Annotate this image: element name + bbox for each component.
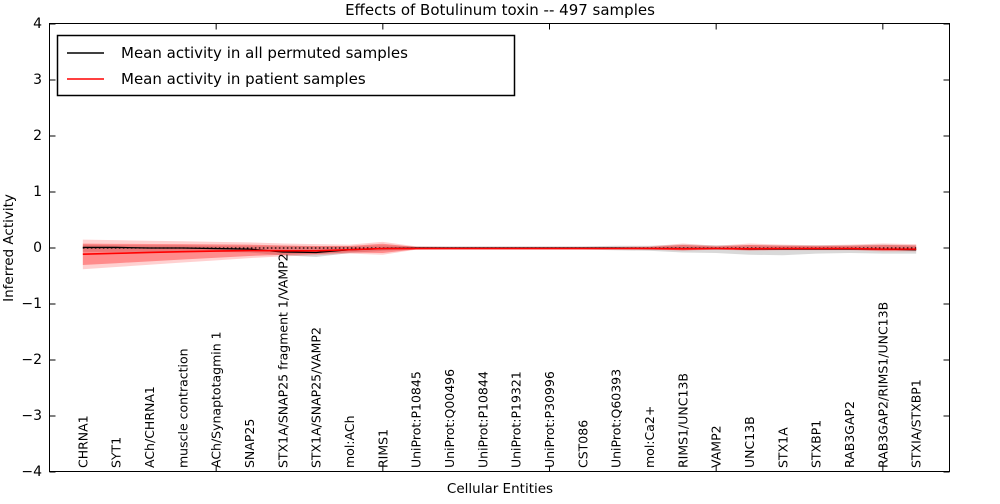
x-tick-label: STX1A/SNAP25 fragment 1/VAMP2 (275, 253, 290, 468)
y-tick-label: 4 (33, 16, 42, 32)
x-tick-labels: CHRNA1 SYT1 ACh/CHRNA1 muscle contraction AC… (75, 253, 923, 468)
x-tick-label: CST086 (575, 420, 590, 468)
y-tick-label: −2 (21, 352, 42, 368)
x-tick-label: ACh/CHRNA1 (142, 386, 157, 468)
x-tick-label: UniProt:Q60393 (609, 369, 624, 468)
series-lines (82, 246, 917, 255)
x-tick-label: CHRNA1 (75, 415, 90, 468)
x-tick-label: UniProt:P19321 (509, 371, 524, 468)
x-tick-label: RAB3GAP2 (842, 401, 857, 468)
x-axis-label: Cellular Entities (447, 481, 553, 497)
x-tick-label: RAB3GAP2/RIMS1/UNC13B (875, 302, 890, 468)
legend: Mean activity in all permuted samples Me… (56, 34, 516, 97)
plot-border (49, 23, 950, 472)
x-tick-label: STX1A/SNAP25/VAMP2 (309, 327, 324, 468)
x-tick-label: SNAP25 (242, 419, 257, 468)
x-tick-label: SYT1 (109, 437, 124, 468)
x-tick-label: STXIA/STXBP1 (909, 379, 924, 468)
y-tick-label: 0 (33, 240, 42, 256)
chart-title: Effects of Botulinum toxin -- 497 sample… (345, 1, 655, 19)
x-tick-label: UniProt:P10845 (409, 371, 424, 468)
y-axis-label: Inferred Activity (1, 194, 17, 302)
x-tick-label: UNC13B (742, 416, 757, 468)
legend-label-patient: Mean activity in patient samples (121, 70, 366, 88)
legend-box (56, 34, 516, 97)
x-tick-label: STX1A (775, 427, 790, 468)
patient-confidence-band-outer (82, 239, 917, 270)
x-tick-label: mol:Ca2+ (642, 406, 657, 468)
x-tick-label: muscle contraction (175, 348, 190, 468)
x-tick-label: VAMP2 (709, 425, 724, 468)
legend-label-permuted: Mean activity in all permuted samples (121, 44, 408, 62)
y-tick-label: 1 (33, 184, 42, 200)
y-tick-labels: 4 3 2 1 0 −1 −2 −3 −4 (21, 16, 42, 480)
x-tick-label: mol:ACh (342, 416, 357, 469)
x-tick-label: RIMS1 (375, 429, 390, 468)
confidence-bands (82, 239, 917, 270)
y-tick-label: 3 (33, 72, 42, 88)
y-tick-label: −3 (21, 408, 42, 424)
x-tick-label: ACh/Synaptotagmin 1 (209, 331, 224, 468)
x-tick-label: RIMS1/UNC13B (675, 373, 690, 468)
y-tick-label: −4 (21, 464, 42, 480)
y-tick-label: 2 (33, 128, 42, 144)
x-tick-label: UniProt:Q00496 (442, 369, 457, 468)
patient-mean-line (82, 247, 917, 255)
x-tick-label: STXBP1 (809, 420, 824, 468)
x-tick-label: UniProt:P30996 (542, 371, 557, 468)
x-tick-label: UniProt:P10844 (475, 371, 490, 468)
y-tick-label: −1 (21, 296, 42, 312)
